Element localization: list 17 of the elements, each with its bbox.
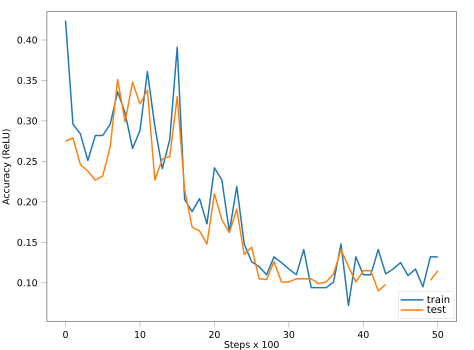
x-tick-label: 40: [358, 330, 369, 338]
x-tick-label: 20: [209, 330, 220, 338]
y-tick-label: 0.40: [17, 36, 37, 44]
y-tick-label: 0.10: [17, 279, 37, 286]
x-axis-title: Steps x 100: [224, 340, 279, 350]
y-tick-label: 0.30: [17, 117, 37, 124]
y-axis-title: Accuracy (ReLU): [2, 129, 12, 205]
legend-label: train: [427, 295, 450, 304]
x-tick-label: 10: [135, 330, 146, 338]
x-tick-label: 50: [432, 330, 444, 338]
y-tick-label: 0.35: [17, 76, 37, 84]
legend-label: test: [427, 306, 446, 313]
y-tick-label: 0.25: [17, 158, 37, 165]
y-tick-label: 0.20: [17, 198, 37, 206]
y-tick-label: 0.15: [17, 238, 37, 246]
x-tick-label: 30: [284, 330, 294, 338]
x-tick-label: 0: [63, 330, 68, 338]
